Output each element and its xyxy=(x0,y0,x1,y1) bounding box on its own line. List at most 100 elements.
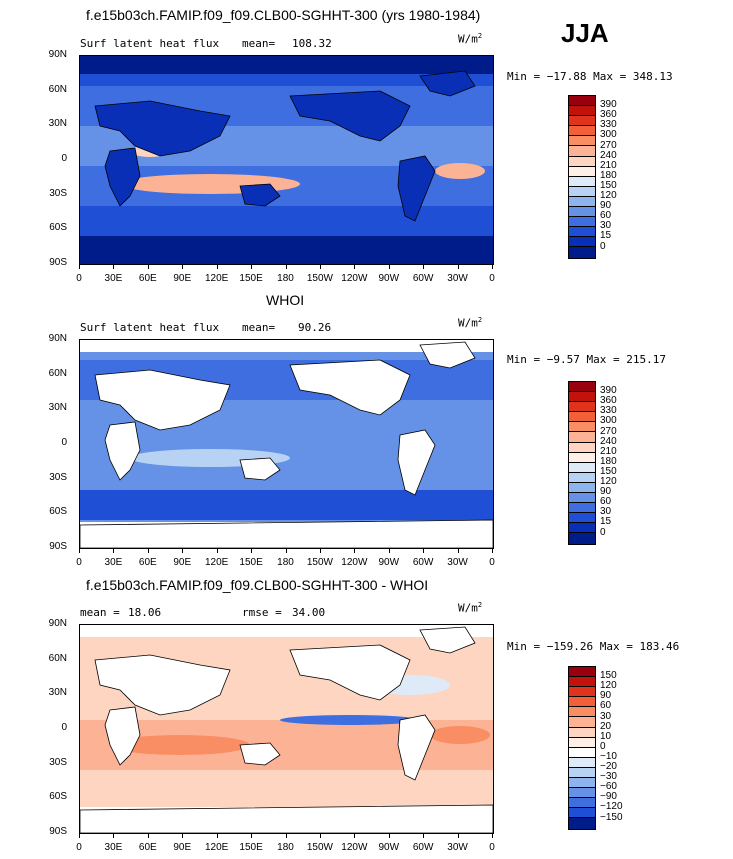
colorbar-swatch xyxy=(569,422,595,433)
panel1-colorbar-label: 180 xyxy=(600,169,617,181)
colorbar-swatch xyxy=(569,442,595,453)
panel1-variable-label: Surf latent heat flux xyxy=(80,37,220,50)
panel3-lon-tick xyxy=(423,833,425,838)
panel3-lon-tick xyxy=(251,833,253,838)
panel1-lon-label: 150W xyxy=(306,273,333,284)
colorbar-swatch xyxy=(569,247,595,258)
panel3-colorbar-label: 150 xyxy=(600,670,617,682)
panel2-colorbar-label: 240 xyxy=(600,435,617,447)
panel3-mean-value: 18.06 xyxy=(128,606,162,619)
colorbar-swatch xyxy=(569,778,595,789)
panel3-lon-tick xyxy=(492,833,493,838)
panel2-lon-label: 90W xyxy=(378,557,400,568)
panel3-map xyxy=(79,624,494,834)
panel2-lon-tick xyxy=(457,548,459,553)
colorbar-swatch xyxy=(569,176,595,187)
panel2-lon-label: 120E xyxy=(204,557,229,568)
panel2-minmax: Min = −9.57 Max = 215.17 xyxy=(507,353,666,366)
panel1-colorbar-label: 150 xyxy=(600,179,617,191)
colorbar-swatch xyxy=(569,707,595,718)
panel2-colorbar-label: 60 xyxy=(600,496,612,508)
panel3-lon-tick xyxy=(457,833,459,838)
panel2-lon-label: 30E xyxy=(104,557,123,568)
panel2-colorbar-label: 210 xyxy=(600,445,617,457)
panel2-mean-value: 90.26 xyxy=(298,321,332,334)
colorbar-swatch xyxy=(569,207,595,218)
colorbar-swatch xyxy=(569,717,595,728)
panel1-lon-tick xyxy=(147,264,149,269)
panel2-lon-label: 90E xyxy=(173,557,192,568)
panel2-map xyxy=(79,339,494,549)
panel1-lon-label: 0 xyxy=(489,273,495,284)
panel2-lon-label: 150W xyxy=(306,557,333,568)
colorbar-swatch xyxy=(569,503,595,514)
colorbar-swatch xyxy=(569,227,595,238)
panel2-lon-tick xyxy=(423,548,425,553)
colorbar-swatch xyxy=(569,452,595,463)
panel2-lon-tick xyxy=(79,548,80,553)
colorbar-swatch xyxy=(569,126,595,137)
panel3-lon-label: 150E xyxy=(239,842,263,853)
colorbar-swatch xyxy=(569,472,595,483)
panel3-lat-label: 90S xyxy=(49,826,67,837)
panel1-colorbar-label: 60 xyxy=(600,210,612,222)
panel1-colorbar-label: 15 xyxy=(600,230,612,242)
colorbar-swatch xyxy=(569,146,595,157)
panel1-lon-label: 150E xyxy=(239,273,263,284)
panel1-colorbar-label: 120 xyxy=(600,190,617,201)
panel3-colorbar-label: −150 xyxy=(600,811,623,823)
panel1-map-svg xyxy=(80,56,493,264)
panel1-lat-label: 30N xyxy=(48,118,67,130)
colorbar-swatch xyxy=(569,513,595,524)
panel3-colorbar-label: 20 xyxy=(600,720,612,732)
panel1-lat-label: 90N xyxy=(48,49,67,60)
panel2-colorbar-label: 390 xyxy=(600,385,617,397)
panel1-lon-tick xyxy=(113,264,115,269)
panel3-continents xyxy=(80,626,493,833)
panel2-lon-label: 150E xyxy=(239,557,263,568)
panel1-colorbar-label: 240 xyxy=(600,149,617,161)
panel3-lat-label: 30N xyxy=(48,687,67,699)
panel3-lon-label: 90W xyxy=(378,842,400,853)
panel1-lon-tick xyxy=(79,264,80,269)
colorbar-swatch xyxy=(569,217,595,228)
colorbar-swatch xyxy=(569,788,595,799)
panel3-colorbar-label: −120 xyxy=(600,801,623,813)
panel3-colorbar-label: −60 xyxy=(600,781,617,793)
panel1-lon-label: 90W xyxy=(378,273,400,284)
panel2-lon-label: 30W xyxy=(447,557,468,568)
panel1-colorbar-label: 30 xyxy=(600,220,612,232)
panel3-units: W/m2 xyxy=(458,601,483,615)
panel2-lon-tick xyxy=(319,548,321,553)
colorbar-swatch xyxy=(569,482,595,494)
panel3-lon-tick xyxy=(354,833,356,838)
panel1-colorbar-label: 210 xyxy=(600,159,617,171)
panel2-colorbar-label: 30 xyxy=(600,506,612,518)
panel3-rmse-label: rmse = xyxy=(242,606,282,619)
panel3-lon-label: 150W xyxy=(306,842,333,853)
panel3-minmax: Min = −159.26 Max = 183.46 xyxy=(507,640,680,653)
panel2-lon-tick xyxy=(354,548,356,553)
colorbar-swatch xyxy=(569,493,595,504)
panel3-colorbar-label: −10 xyxy=(600,750,617,762)
panel3-colorbar-label: −20 xyxy=(600,761,617,772)
panel1-map xyxy=(79,55,494,265)
panel2-lon-tick xyxy=(216,548,218,553)
colorbar-swatch xyxy=(569,747,595,758)
panel1-continents xyxy=(94,70,476,222)
panel1-lon-tick xyxy=(457,264,459,269)
colorbar-swatch xyxy=(569,798,595,809)
panel3-lon-tick xyxy=(79,833,80,838)
panel3-lon-tick xyxy=(319,833,321,838)
panel1-colorbar-label: 90 xyxy=(600,200,612,212)
panel3-rmse-value: 34.00 xyxy=(292,606,326,619)
panel1-lat-label: 90S xyxy=(49,257,67,268)
panel3-lon-label: 0 xyxy=(76,842,82,853)
panel3-colorbar-label: −30 xyxy=(600,771,617,783)
colorbar-swatch xyxy=(569,412,595,423)
panel3-lat-label: 0 xyxy=(61,722,67,733)
panel2-lon-tick xyxy=(113,548,115,553)
panel2-lat-label: 30S xyxy=(49,471,67,483)
panel3-lat-label: 60N xyxy=(48,652,67,664)
panel3-colorbar-label: 60 xyxy=(600,700,612,712)
